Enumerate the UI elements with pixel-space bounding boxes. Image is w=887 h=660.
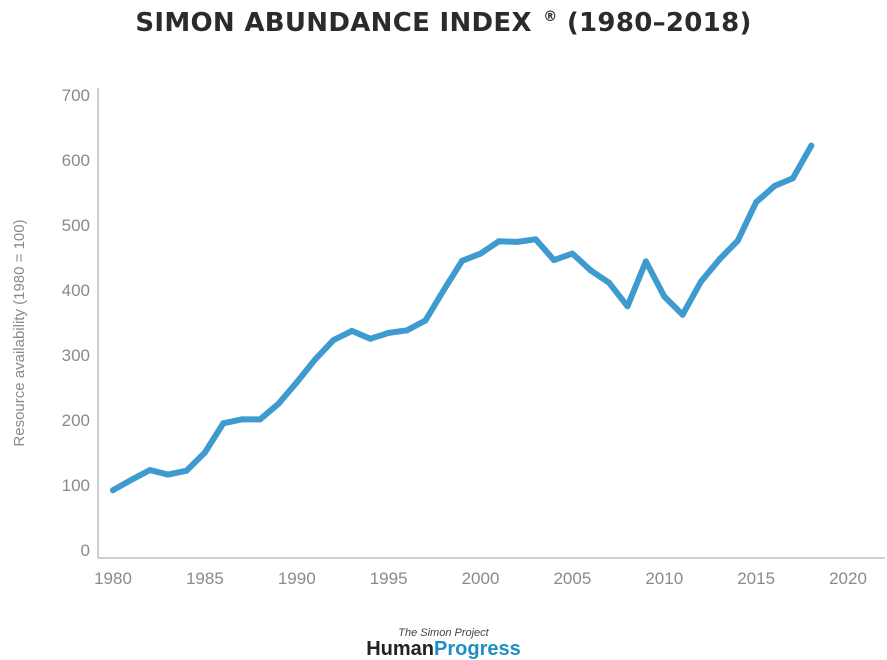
data-point bbox=[551, 257, 557, 264]
data-point bbox=[165, 471, 172, 478]
data-point bbox=[459, 257, 466, 264]
data-point bbox=[385, 329, 392, 336]
data-point bbox=[312, 356, 319, 363]
x-tick-label: 1990 bbox=[278, 569, 316, 588]
y-tick-label: 200 bbox=[62, 411, 90, 430]
series-group bbox=[110, 142, 815, 494]
logo-accent-text: Progress bbox=[434, 638, 521, 660]
x-tick-label: 2005 bbox=[553, 569, 591, 588]
data-point bbox=[734, 237, 741, 244]
data-point bbox=[404, 327, 410, 334]
data-point bbox=[110, 487, 116, 494]
y-tick-label: 700 bbox=[62, 86, 90, 105]
y-tick-label: 500 bbox=[62, 216, 90, 235]
data-point bbox=[716, 256, 723, 263]
data-point bbox=[348, 327, 355, 334]
data-point bbox=[146, 467, 153, 474]
data-point bbox=[257, 416, 263, 423]
data-point bbox=[238, 416, 245, 423]
x-tick-labels: 1980 1985 1990 1995 2000 2005 2010 2015 2020 bbox=[94, 569, 867, 588]
data-point bbox=[514, 238, 521, 245]
data-point bbox=[642, 258, 649, 265]
chart-title-suffix: (1980–2018) bbox=[566, 8, 752, 38]
y-tick-label: 100 bbox=[62, 476, 90, 495]
x-tick-label: 2015 bbox=[737, 569, 775, 588]
data-point bbox=[367, 335, 374, 342]
data-point bbox=[477, 250, 484, 257]
data-point bbox=[330, 337, 337, 344]
footer-tagline: The Simon Project bbox=[398, 627, 489, 639]
y-tick-label: 600 bbox=[62, 151, 90, 170]
data-point bbox=[220, 420, 227, 427]
data-point bbox=[753, 199, 760, 206]
humanprogress-logo: HumanProgress bbox=[0, 639, 887, 659]
data-point bbox=[201, 449, 208, 456]
y-tick-labels: 0 100 200 300 400 500 600 700 bbox=[62, 86, 90, 560]
data-point bbox=[183, 467, 190, 474]
x-tick-label: 2020 bbox=[829, 569, 867, 588]
data-point bbox=[808, 142, 815, 149]
x-tick-label: 1980 bbox=[94, 569, 132, 588]
data-point bbox=[128, 476, 135, 483]
data-point bbox=[422, 317, 429, 324]
y-tick-label: 400 bbox=[62, 281, 90, 300]
x-tick-label: 2000 bbox=[462, 569, 500, 588]
data-point bbox=[275, 400, 282, 407]
data-point bbox=[771, 183, 778, 189]
data-point bbox=[606, 279, 613, 286]
data-point bbox=[293, 379, 300, 386]
y-tick-label: 300 bbox=[62, 346, 90, 365]
data-point bbox=[495, 238, 502, 245]
chart-title-text: SIMON ABUNDANCE INDEX bbox=[135, 8, 532, 38]
data-point bbox=[679, 311, 686, 318]
chart-title: SIMON ABUNDANCE INDEX ® (1980–2018) bbox=[0, 8, 887, 38]
registered-mark: ® bbox=[543, 9, 558, 25]
y-axis-title: Resource availability (1980 = 100) bbox=[11, 219, 28, 446]
data-point bbox=[789, 175, 796, 182]
data-point bbox=[569, 250, 576, 257]
data-point bbox=[624, 303, 631, 310]
data-point bbox=[661, 293, 668, 300]
data-point bbox=[532, 236, 539, 243]
x-tick-label: 1985 bbox=[186, 569, 224, 588]
y-tick-label: 0 bbox=[81, 541, 90, 560]
data-point bbox=[587, 267, 594, 274]
x-tick-label: 1995 bbox=[370, 569, 408, 588]
logo-main-text: Human bbox=[366, 638, 435, 660]
x-tick-label: 2010 bbox=[645, 569, 683, 588]
data-point bbox=[698, 278, 704, 285]
series-line bbox=[110, 142, 815, 494]
data-point bbox=[440, 287, 447, 293]
